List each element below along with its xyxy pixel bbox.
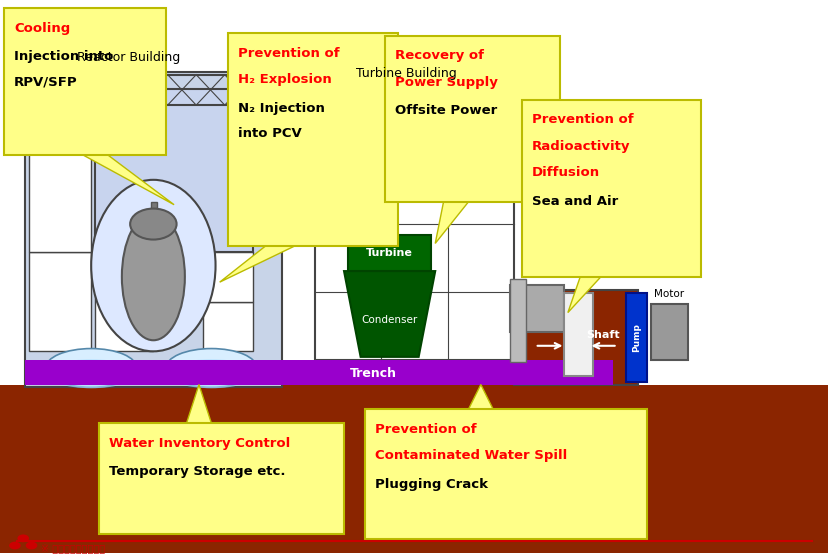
Ellipse shape bbox=[46, 359, 137, 388]
Bar bbox=[315, 89, 513, 360]
Polygon shape bbox=[435, 202, 468, 243]
Polygon shape bbox=[219, 246, 294, 282]
Text: Shaft: Shaft bbox=[585, 330, 619, 340]
Bar bbox=[151, 202, 156, 224]
Bar bbox=[385, 36, 559, 202]
Bar bbox=[4, 8, 166, 155]
Bar bbox=[25, 360, 613, 384]
Bar bbox=[25, 72, 282, 387]
Bar bbox=[509, 285, 563, 332]
Text: RPV/SFP: RPV/SFP bbox=[14, 75, 78, 88]
Bar bbox=[203, 252, 253, 301]
Text: Condenser: Condenser bbox=[361, 315, 417, 325]
Text: Recovery of: Recovery of bbox=[395, 49, 484, 63]
Polygon shape bbox=[468, 384, 493, 409]
Text: Radioactivity: Radioactivity bbox=[532, 140, 630, 152]
Text: Prevention of: Prevention of bbox=[238, 47, 339, 60]
Text: Trench: Trench bbox=[349, 367, 396, 380]
Bar bbox=[625, 293, 646, 382]
Polygon shape bbox=[344, 271, 435, 357]
Bar bbox=[513, 290, 638, 384]
Text: Pump: Pump bbox=[631, 323, 640, 352]
Ellipse shape bbox=[130, 209, 176, 239]
Text: Cooling: Cooling bbox=[14, 22, 70, 35]
Text: into PCV: into PCV bbox=[238, 126, 301, 140]
Ellipse shape bbox=[122, 213, 185, 340]
Text: Contaminated Water Spill: Contaminated Water Spill bbox=[374, 449, 566, 463]
Text: Diffusion: Diffusion bbox=[532, 166, 599, 179]
Text: Reactor Building: Reactor Building bbox=[77, 50, 180, 64]
Bar bbox=[563, 293, 592, 376]
Ellipse shape bbox=[91, 180, 215, 351]
Bar bbox=[203, 301, 253, 351]
Bar bbox=[99, 423, 344, 534]
Bar bbox=[29, 252, 91, 351]
Bar bbox=[364, 409, 646, 540]
Text: Motor: Motor bbox=[653, 289, 684, 299]
Bar bbox=[29, 152, 91, 252]
Text: Prevention of: Prevention of bbox=[532, 113, 633, 126]
Circle shape bbox=[9, 542, 21, 550]
Text: ※ 原子力安全・保安院: ※ 原子力安全・保安院 bbox=[41, 543, 105, 553]
Bar bbox=[95, 252, 153, 299]
Bar bbox=[228, 33, 397, 246]
Text: N₂ Injection: N₂ Injection bbox=[238, 102, 325, 115]
Polygon shape bbox=[83, 155, 174, 205]
Text: Plugging Crack: Plugging Crack bbox=[374, 478, 487, 491]
Ellipse shape bbox=[46, 348, 137, 387]
Text: Power Supply: Power Supply bbox=[395, 76, 498, 89]
Text: Turbine Building: Turbine Building bbox=[355, 67, 456, 80]
Bar bbox=[0, 384, 828, 553]
Bar bbox=[348, 235, 431, 271]
Circle shape bbox=[17, 535, 29, 542]
Text: Injection into: Injection into bbox=[14, 50, 113, 63]
Text: Offsite Power: Offsite Power bbox=[395, 105, 497, 117]
Bar bbox=[95, 89, 253, 252]
Bar bbox=[522, 100, 700, 276]
Ellipse shape bbox=[166, 348, 257, 387]
Bar bbox=[95, 299, 153, 351]
Text: Prevention of: Prevention of bbox=[374, 423, 476, 436]
Polygon shape bbox=[186, 384, 211, 423]
Bar bbox=[509, 279, 526, 362]
Polygon shape bbox=[567, 276, 600, 312]
Text: Turbine: Turbine bbox=[366, 248, 412, 258]
Text: H₂ Explosion: H₂ Explosion bbox=[238, 73, 331, 86]
Text: Temporary Storage etc.: Temporary Storage etc. bbox=[109, 465, 286, 478]
Text: Water Inventory Control: Water Inventory Control bbox=[109, 437, 291, 450]
Circle shape bbox=[26, 542, 37, 550]
Text: Sea and Air: Sea and Air bbox=[532, 194, 618, 208]
Ellipse shape bbox=[166, 359, 257, 388]
Bar bbox=[650, 304, 687, 360]
